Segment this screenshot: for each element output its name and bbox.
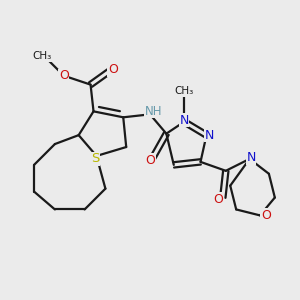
Text: CH₃: CH₃ <box>175 86 194 96</box>
Text: O: O <box>145 154 155 167</box>
Text: NH: NH <box>145 105 162 118</box>
Text: O: O <box>261 209 271 222</box>
Text: O: O <box>213 193 223 206</box>
Text: O: O <box>59 69 69 82</box>
Text: O: O <box>108 63 118 76</box>
Text: N: N <box>246 151 256 164</box>
Text: CH₃: CH₃ <box>32 51 51 62</box>
Text: S: S <box>91 152 99 165</box>
Text: N: N <box>205 129 214 142</box>
Text: N: N <box>179 114 189 127</box>
